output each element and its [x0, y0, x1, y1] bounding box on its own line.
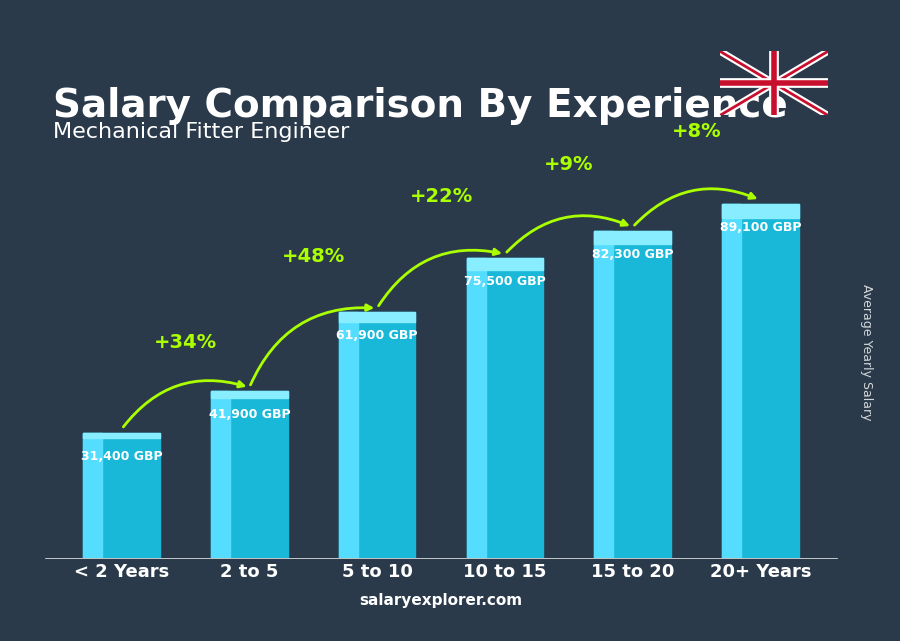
Text: 41,900 GBP: 41,900 GBP — [209, 408, 290, 421]
Bar — [212, 392, 230, 558]
Bar — [722, 204, 798, 558]
Text: 75,500 GBP: 75,500 GBP — [464, 275, 545, 288]
Bar — [594, 231, 670, 558]
Text: +8%: +8% — [671, 122, 721, 140]
Bar — [466, 258, 544, 558]
Text: 31,400 GBP: 31,400 GBP — [81, 450, 163, 463]
Bar — [338, 312, 416, 558]
Text: 82,300 GBP: 82,300 GBP — [592, 248, 673, 261]
Text: +34%: +34% — [154, 333, 217, 352]
Text: +48%: +48% — [282, 247, 345, 267]
Bar — [466, 258, 544, 270]
Bar — [722, 204, 798, 218]
Text: +22%: +22% — [410, 188, 472, 206]
Bar — [594, 231, 614, 558]
Bar — [212, 392, 288, 558]
Bar — [338, 312, 416, 322]
Bar — [722, 204, 798, 558]
Text: salaryexplorer.com: salaryexplorer.com — [359, 593, 523, 608]
Bar — [594, 231, 670, 244]
Text: 89,100 GBP: 89,100 GBP — [720, 221, 801, 234]
Bar — [466, 258, 544, 558]
Text: 61,900 GBP: 61,900 GBP — [337, 329, 418, 342]
Text: +9%: +9% — [544, 154, 593, 174]
Bar — [84, 433, 160, 438]
Text: Average Yearly Salary: Average Yearly Salary — [860, 285, 873, 420]
Bar — [594, 231, 670, 558]
Bar — [338, 312, 416, 558]
Bar — [212, 392, 288, 398]
Text: Mechanical Fitter Engineer: Mechanical Fitter Engineer — [53, 122, 349, 142]
Bar — [84, 433, 103, 558]
Text: Salary Comparison By Experience: Salary Comparison By Experience — [53, 87, 788, 125]
Bar — [84, 433, 160, 558]
Bar — [212, 392, 288, 558]
Bar — [466, 258, 486, 558]
Bar — [338, 312, 358, 558]
Bar — [84, 433, 160, 558]
Bar — [722, 204, 742, 558]
